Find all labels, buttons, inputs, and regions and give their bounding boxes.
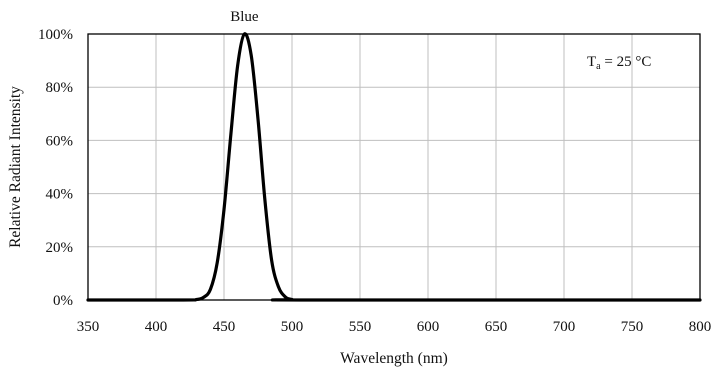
y-tick-label: 80% xyxy=(46,80,74,96)
x-tick-label: 650 xyxy=(485,319,508,335)
series-layer xyxy=(86,32,702,302)
plot-frame xyxy=(87,33,701,301)
y-tick-label: 100% xyxy=(38,27,73,43)
temperature-symbol: T xyxy=(587,54,596,70)
x-tick-label: 350 xyxy=(77,319,100,335)
y-tick-labels: 0% 20% 40% 60% 80% 100% xyxy=(38,27,73,309)
temperature-value: = 25 °C xyxy=(601,54,652,70)
x-tick-label: 550 xyxy=(349,319,372,335)
y-tick-label: 0% xyxy=(53,293,73,309)
y-tick-label: 20% xyxy=(46,240,74,256)
grid-lines xyxy=(88,34,700,300)
temperature-annotation: Ta = 25 °C xyxy=(587,54,651,72)
y-tick-label: 40% xyxy=(46,187,74,203)
chart-title: Blue xyxy=(230,9,259,25)
x-tick-label: 700 xyxy=(553,319,576,335)
x-tick-label: 600 xyxy=(417,319,440,335)
series-line-0 xyxy=(86,32,702,302)
x-tick-label: 800 xyxy=(689,319,712,335)
y-axis-label: Relative Radiant Intensity xyxy=(7,86,24,248)
x-tick-labels: 350 400 450 500 550 600 650 700 750 800 xyxy=(77,319,712,335)
x-tick-label: 750 xyxy=(621,319,644,335)
x-tick-label: 500 xyxy=(281,319,304,335)
x-tick-label: 400 xyxy=(145,319,168,335)
y-tick-label: 60% xyxy=(46,133,74,149)
x-axis-label: Wavelength (nm) xyxy=(340,350,448,367)
x-tick-label: 450 xyxy=(213,319,236,335)
temperature-subscript: a xyxy=(596,61,601,72)
